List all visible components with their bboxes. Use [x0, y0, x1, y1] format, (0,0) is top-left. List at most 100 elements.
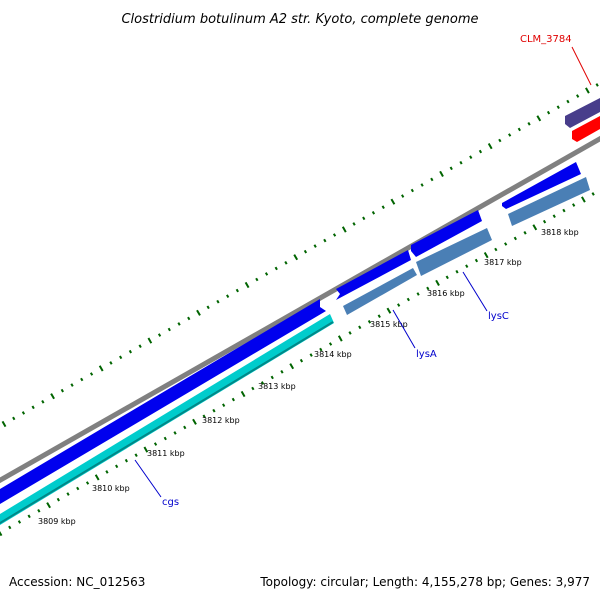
- major-tick: [581, 196, 586, 203]
- minor-tick: [60, 388, 64, 393]
- minor-tick: [469, 155, 473, 159]
- kbp-label-3816: 3816 kbp: [427, 289, 465, 298]
- minor-tick: [576, 94, 580, 98]
- minor-tick: [134, 453, 138, 457]
- minor-tick: [595, 83, 599, 87]
- minor-tick: [323, 238, 327, 243]
- minor-tick: [212, 408, 216, 413]
- backbone-line: [0, 135, 600, 484]
- minor-tick: [527, 122, 531, 126]
- minor-tick: [352, 222, 356, 226]
- lysc-leader-line: [462, 271, 488, 312]
- minor-tick: [371, 211, 376, 215]
- kbp-label-3818: 3818 kbp: [541, 228, 579, 237]
- minor-tick: [260, 381, 265, 385]
- minor-tick: [80, 377, 84, 382]
- minor-tick: [455, 269, 459, 274]
- minor-tick: [163, 436, 167, 441]
- minor-tick: [70, 383, 74, 387]
- minor-tick: [167, 327, 171, 332]
- red-feature-clm3784: [572, 116, 600, 142]
- kbp-label-3810: 3810 kbp: [92, 484, 130, 493]
- minor-tick: [494, 247, 498, 252]
- minor-tick: [251, 386, 255, 391]
- minor-tick: [202, 414, 206, 419]
- minor-tick: [377, 314, 381, 318]
- minor-tick: [508, 133, 512, 137]
- minor-tick: [401, 194, 405, 198]
- minor-tick: [138, 344, 142, 348]
- minor-tick: [17, 520, 22, 524]
- reverse-cds-1: [343, 268, 417, 315]
- minor-tick: [274, 266, 278, 271]
- inner-tick-ring: [0, 192, 595, 537]
- minor-tick: [478, 149, 483, 154]
- minor-tick: [546, 110, 551, 115]
- clm3784-leader-line: [571, 46, 592, 86]
- kbp-label-3817: 3817 kbp: [484, 258, 522, 267]
- minor-tick: [591, 192, 595, 196]
- major-tick: [585, 87, 590, 94]
- minor-tick: [332, 233, 337, 237]
- cgs-leader-line: [134, 459, 162, 498]
- minor-tick: [381, 205, 385, 209]
- forward-cds-lysc: [411, 210, 482, 257]
- major-tick: [196, 309, 201, 316]
- minor-tick: [566, 99, 570, 104]
- minor-tick: [115, 464, 119, 469]
- forward-cds-lysa: [336, 250, 411, 300]
- minor-tick: [235, 288, 239, 293]
- kbp-label-3815: 3815 kbp: [370, 320, 408, 329]
- minor-tick: [37, 509, 41, 513]
- major-tick: [94, 474, 100, 481]
- minor-tick: [157, 333, 162, 337]
- major-tick: [98, 365, 104, 372]
- minor-tick: [222, 403, 226, 407]
- minor-tick: [280, 370, 284, 374]
- minor-tick: [348, 331, 352, 335]
- minor-tick: [426, 286, 430, 291]
- major-tick: [1, 420, 7, 428]
- minor-tick: [31, 405, 35, 410]
- major-tick: [532, 224, 538, 231]
- minor-tick: [226, 294, 230, 298]
- minor-tick: [216, 299, 220, 304]
- minor-tick: [552, 214, 556, 218]
- minor-tick: [41, 400, 45, 404]
- minor-tick: [231, 397, 235, 402]
- cyan-feature-edge: [0, 321, 334, 525]
- minor-tick: [328, 342, 333, 346]
- minor-tick: [303, 249, 308, 254]
- minor-tick: [12, 416, 16, 421]
- major-tick: [50, 393, 55, 400]
- reverse-cds-2: [416, 228, 492, 276]
- accession-text: Accession: NC_012563: [9, 575, 145, 589]
- minor-tick: [406, 297, 410, 302]
- minor-tick: [153, 442, 158, 446]
- minor-tick: [85, 481, 90, 485]
- minor-tick: [397, 303, 401, 307]
- minor-tick: [76, 486, 80, 491]
- major-tick: [337, 335, 343, 342]
- minor-tick: [56, 497, 60, 502]
- outer-tick-ring: [1, 83, 599, 428]
- gene-label-lysa: lysA: [416, 349, 437, 360]
- major-tick: [386, 307, 392, 314]
- forward-cds-right: [502, 162, 581, 209]
- major-tick: [244, 281, 250, 289]
- major-tick: [341, 226, 347, 233]
- major-tick: [487, 143, 493, 150]
- lysa-leader-line: [392, 309, 416, 349]
- major-tick: [293, 254, 299, 261]
- minor-tick: [513, 236, 517, 241]
- forward-cds-long: [0, 299, 326, 505]
- kbp-label-3813: 3813 kbp: [258, 382, 296, 391]
- major-tick: [289, 363, 295, 370]
- major-tick: [147, 337, 153, 344]
- minor-tick: [299, 358, 304, 363]
- minor-tick: [284, 261, 288, 265]
- major-tick: [439, 170, 444, 177]
- minor-tick: [504, 242, 508, 246]
- minor-tick: [410, 188, 414, 193]
